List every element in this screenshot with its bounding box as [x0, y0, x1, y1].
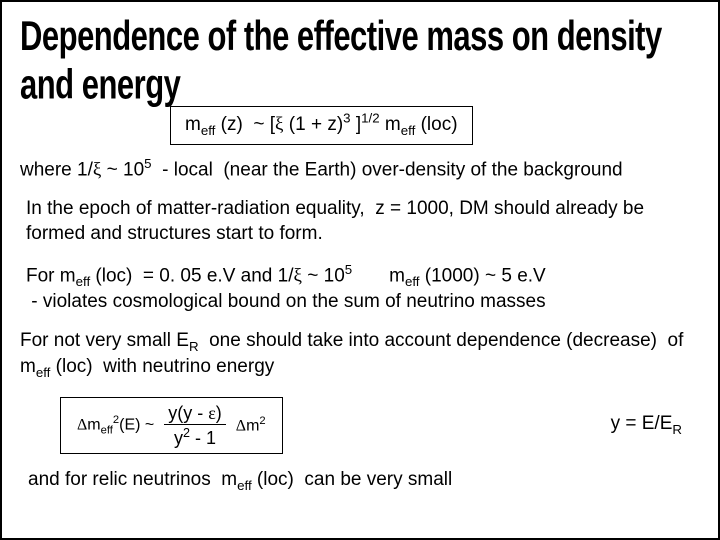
epoch-paragraph: In the epoch of matter-radiation equalit…	[20, 197, 700, 246]
eq-fraction: y(y - ε) y2 - 1	[164, 404, 226, 447]
eq-denominator: y2 - 1	[170, 425, 220, 447]
small-er-paragraph: For not very small ER one should take in…	[20, 329, 700, 381]
y-definition: y = E/ER	[611, 413, 700, 437]
delta-m-equation-box: Δmeff2(E) ~ y(y - ε) y2 - 1 Δm2	[60, 397, 283, 454]
equation-row: Δmeff2(E) ~ y(y - ε) y2 - 1 Δm2 y = E/ER	[20, 397, 700, 454]
page-title: Dependence of the effective mass on dens…	[20, 12, 700, 109]
where-line: where 1/ξ ~ 105 - local (near the Earth)…	[20, 155, 700, 183]
eq-numerator: y(y - ε)	[164, 404, 226, 425]
eq-rhs-factor: Δm2	[236, 415, 266, 435]
for-paragraph: For meff (loc) = 0. 05 e.V and 1/ξ ~ 105…	[20, 261, 700, 315]
relic-paragraph: and for relic neutrinos meff (loc) can b…	[20, 468, 700, 494]
main-formula: meff (z) ~ [ξ (1 + z)3 ]1/2 meff (loc)	[185, 114, 458, 135]
eq-lhs: Δmeff2(E) ~	[77, 414, 154, 437]
main-formula-box: meff (z) ~ [ξ (1 + z)3 ]1/2 meff (loc)	[170, 106, 473, 145]
